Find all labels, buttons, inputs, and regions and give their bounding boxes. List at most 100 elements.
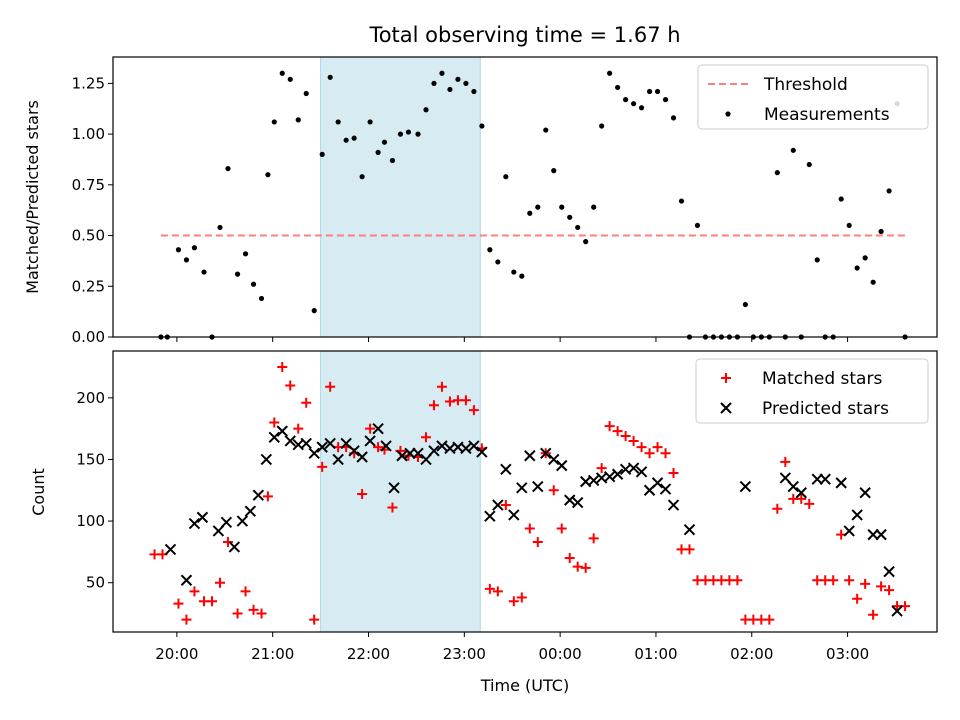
measurement-point (862, 255, 868, 261)
predicted-star-marker (659, 483, 672, 495)
matched-star-marker (556, 523, 567, 534)
measurement-point (543, 127, 549, 133)
measurement-point (838, 196, 844, 202)
matched-star-marker (780, 456, 791, 467)
measurement-point (575, 224, 581, 231)
measurement-point (287, 76, 293, 82)
measurement-point (381, 139, 388, 145)
measurement-point (405, 129, 412, 135)
predicted-star-marker (252, 489, 265, 501)
matched-star-marker (604, 421, 615, 432)
matched-star-marker (301, 397, 312, 408)
predicted-star-marker (372, 422, 384, 435)
predicted-star-marker (564, 494, 576, 506)
measurement-point (638, 105, 645, 111)
predicted-star-marker (795, 487, 807, 499)
matched-star-marker (828, 575, 839, 586)
matched-star-marker (420, 432, 431, 443)
predicted-star-marker (667, 499, 680, 511)
matched-star-marker (262, 491, 273, 502)
measurement-point (630, 101, 637, 107)
bottom-ytick-label: 150 (76, 450, 105, 468)
predicted-star-marker (476, 446, 488, 458)
top-axes-frame (112, 56, 938, 338)
predicted-star-marker (500, 463, 512, 476)
predicted-star-marker (276, 425, 288, 437)
matched-star-marker (365, 423, 376, 434)
measurement-point (790, 147, 796, 153)
top-legend: Threshold Measurements (697, 64, 929, 130)
bottom-ylabel: Count (29, 468, 48, 516)
measurement-point (495, 259, 501, 265)
predicted-star-marker (516, 482, 528, 494)
measurement-point (225, 165, 231, 172)
matched-star-marker (500, 500, 511, 511)
measurement-point (886, 188, 892, 194)
measurement-point (774, 170, 780, 176)
predicted-star-marker (891, 605, 903, 617)
measurement-point (694, 222, 701, 229)
matched-star-marker (628, 435, 639, 446)
measurement-point (217, 224, 223, 231)
predicted-star-marker (787, 480, 799, 493)
top-shaded-span (320, 56, 481, 338)
bottom-legend-label: Predicted stars (762, 399, 889, 419)
top-ytick-label: 0.00 (72, 328, 105, 346)
matched-star-marker (612, 426, 623, 437)
predicted-star-marker (220, 516, 233, 529)
bottom-legend-label: Matched stars (762, 369, 882, 389)
measurement-point (242, 251, 249, 257)
measurement-point (258, 295, 265, 302)
predicted-star-marker (268, 431, 280, 443)
measurement-point (646, 88, 653, 95)
predicted-star-marker (587, 474, 600, 487)
measurement-point (295, 117, 301, 123)
top-ytick-label: 1.25 (72, 74, 105, 92)
measurement-point (351, 135, 357, 141)
xtick-label: 02:00 (730, 645, 773, 663)
predicted-star-marker (883, 565, 895, 578)
measurement-point (265, 172, 271, 178)
predicted-star-marker (412, 447, 424, 460)
x-axis-label: Time (UTC) (480, 676, 569, 695)
matched-star-marker (444, 396, 455, 407)
predicted-star-marker (356, 451, 368, 463)
measurement-point (319, 151, 325, 157)
matched-star-marker (596, 463, 607, 474)
matched-star-marker (868, 609, 879, 620)
measurement-point (846, 222, 852, 229)
measurement-point (201, 269, 207, 275)
matched-star-marker (240, 586, 251, 597)
measurement-point (250, 281, 257, 287)
matched-star-marker (524, 523, 535, 534)
matched-star-marker (532, 537, 543, 548)
matched-star-marker (884, 585, 895, 596)
matched-star-marker (492, 586, 503, 597)
predicted-star-marker (316, 441, 328, 453)
measurement-point (439, 70, 445, 76)
chart-title: Total observing time = 1.67 h (368, 23, 680, 47)
predicted-star-marker (332, 453, 344, 466)
matched-star-marker (660, 448, 671, 459)
measurement-point (183, 257, 190, 263)
legend-matched-swatch (721, 373, 731, 383)
measurement-point (591, 204, 597, 210)
predicted-star-marker (300, 437, 312, 450)
matched-star-marker (668, 468, 679, 479)
predicted-star-marker (508, 509, 520, 521)
ratio-panel: 0.00 0.25 0.50 0.75 1.00 1.25 Threshold Measure… (72, 56, 938, 346)
predicted-star-marker (236, 515, 249, 527)
matched-star-marker (876, 581, 887, 592)
measurement-point (367, 119, 373, 125)
bottom-ytick-label: 50 (86, 574, 105, 592)
predicted-star-marker (651, 477, 664, 489)
predicted-star-marker (603, 471, 616, 483)
measurement-point (519, 273, 525, 279)
predicted-star-marker (492, 499, 504, 511)
matched-star-marker (852, 593, 863, 604)
measurement-point (615, 84, 621, 91)
measurement-point (415, 131, 421, 137)
measurement-point (870, 279, 876, 285)
predicted-star-marker (739, 480, 752, 493)
